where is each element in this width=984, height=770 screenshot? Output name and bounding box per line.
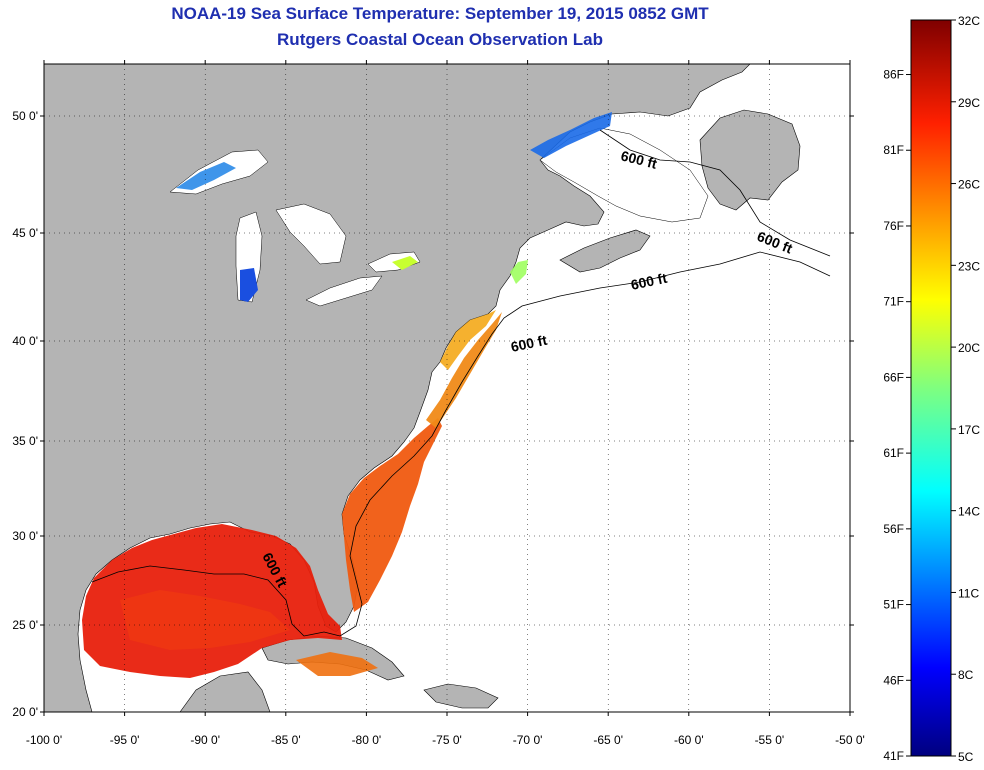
- land-mass: [44, 64, 751, 712]
- sst-gulf-of-maine: [510, 260, 528, 284]
- lon-tick-label: -90 0': [190, 733, 220, 747]
- lon-tick-label: -75 0': [432, 733, 462, 747]
- colorbar-f-label: 61F: [883, 446, 904, 460]
- colorbar-f-label: 46F: [883, 673, 904, 687]
- lon-tick-label: -50 0': [835, 733, 865, 747]
- isobath-600ft-atlantic: [349, 251, 831, 557]
- colorbar-f-label: 41F: [883, 749, 904, 763]
- longitude-axis: -100 0' -95 0' -90 0' -85 0' -80 0' -75 0' -70…: [26, 60, 865, 747]
- lon-tick-label: -65 0': [593, 733, 623, 747]
- lon-tick-label: -95 0': [110, 733, 140, 747]
- graticule: [44, 64, 850, 712]
- lat-tick-label: 40 0': [12, 334, 38, 348]
- lon-tick-label: -100 0': [26, 733, 62, 747]
- lon-tick-label: -60 0': [674, 733, 704, 747]
- lake-erie: [305, 275, 383, 307]
- gulf-of-st-lawrence: [539, 127, 709, 223]
- colorbar: [910, 19, 952, 757]
- colorbar-f-label: 56F: [883, 522, 904, 536]
- colorbar-c-label: 17C: [958, 423, 980, 437]
- lat-tick-label: 35 0': [12, 434, 38, 448]
- sst-lake-michigan: [240, 268, 258, 302]
- sst-florida-strait: [296, 652, 378, 676]
- hispaniola: [423, 683, 499, 709]
- sst-southeast-shelf: [342, 418, 442, 612]
- lat-tick-label: 30 0': [12, 529, 38, 543]
- sst-st-lawrence: [530, 112, 612, 158]
- sst-lake-ontario: [392, 256, 418, 270]
- lat-tick-label: 20 0': [12, 705, 38, 719]
- latitude-axis: 50 0' 45 0' 40 0' 35 0' 30 0' 25 0' 20 0': [12, 109, 854, 719]
- isobath-600ft-gulf: [91, 555, 363, 637]
- colorbar-c-label: 11C: [958, 586, 979, 600]
- isobath-label: 600 ft: [509, 332, 548, 355]
- newfoundland: [699, 109, 801, 211]
- colorbar-f-label: 86F: [883, 68, 904, 82]
- yucatan: [179, 671, 271, 712]
- colorbar-f-label: 51F: [883, 598, 904, 612]
- lon-tick-label: -70 0': [513, 733, 543, 747]
- lon-tick-label: -80 0': [352, 733, 382, 747]
- colorbar-f-label: 81F: [883, 143, 904, 157]
- colorbar-c-label: 29C: [958, 96, 980, 110]
- nova-scotia: [559, 229, 651, 273]
- isobath-600ft-north: [599, 129, 831, 257]
- lake-huron: [275, 203, 347, 265]
- lon-tick-label: -85 0': [271, 733, 301, 747]
- colorbar-f-label: 71F: [883, 295, 904, 309]
- colorbar-c-label: 14C: [958, 505, 980, 519]
- colorbar-ticks: 32C 29C 26C 23C 20C 17C 14C 11C 8C 5C 86F 81F 76F 71F…: [883, 14, 980, 764]
- lat-tick-label: 25 0': [12, 618, 38, 632]
- colorbar-c-label: 26C: [958, 178, 980, 192]
- sst-gulf-stream: [426, 312, 502, 428]
- map-subtitle: Rutgers Coastal Ocean Observation Lab: [277, 30, 603, 49]
- colorbar-c-label: 5C: [958, 750, 974, 764]
- colorbar-f-label: 76F: [883, 219, 904, 233]
- lat-tick-label: 50 0': [12, 109, 38, 123]
- sst-lake-superior: [176, 162, 236, 190]
- colorbar-c-label: 23C: [958, 259, 980, 273]
- lat-tick-label: 45 0': [12, 226, 38, 240]
- sst-mid-atlantic-bight: [440, 310, 496, 370]
- colorbar-c-label: 32C: [958, 14, 980, 28]
- colorbar-c-label: 8C: [958, 668, 974, 682]
- isobath-label: 600 ft: [629, 270, 668, 293]
- colorbar-f-label: 66F: [883, 370, 904, 384]
- map-title: NOAA-19 Sea Surface Temperature: Septemb…: [171, 4, 709, 23]
- lon-tick-label: -55 0': [755, 733, 785, 747]
- colorbar-c-label: 20C: [958, 341, 980, 355]
